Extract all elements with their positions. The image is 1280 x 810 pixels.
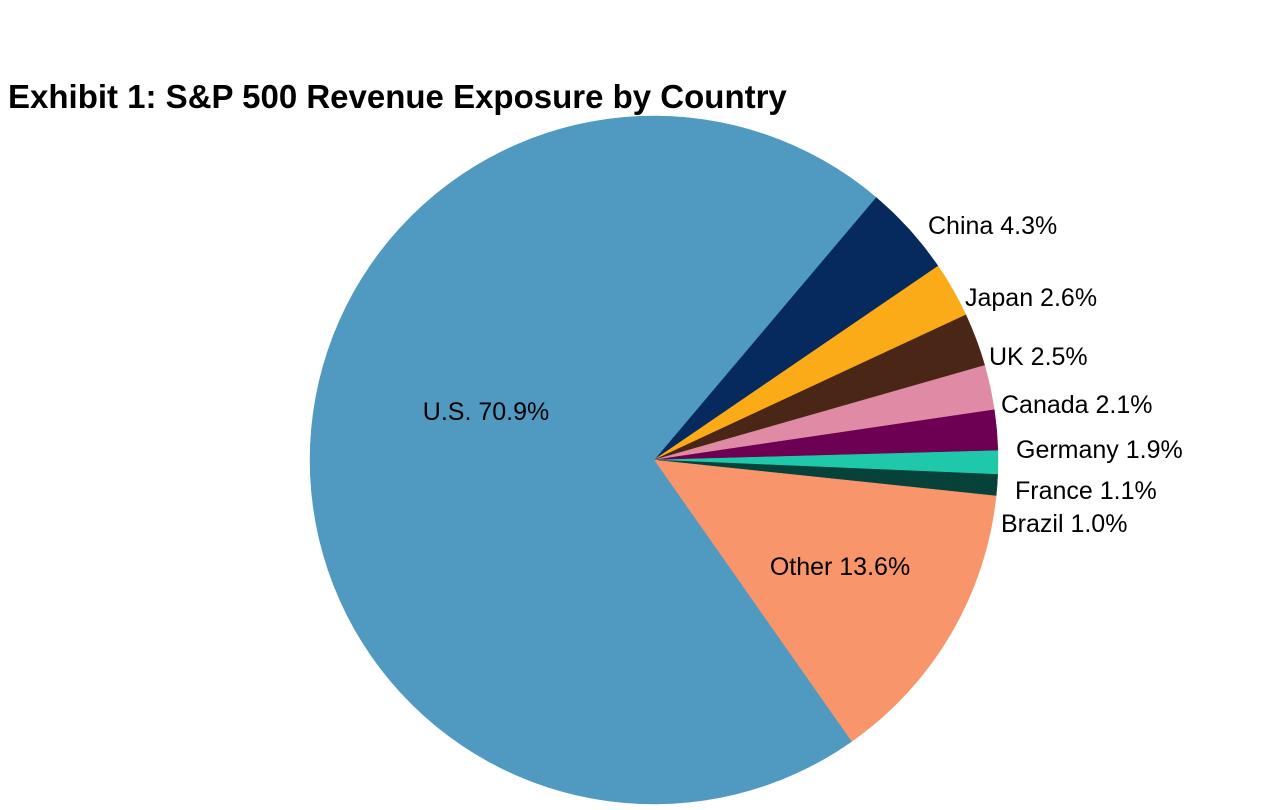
slice-label-u-s: U.S. 70.9% [423, 398, 549, 426]
pie-labels: China 4.3% Japan 2.6% UK 2.5% Canada 2.1% Ge… [423, 212, 1183, 581]
slice-label-other: Other 13.6% [770, 553, 910, 581]
slice-label-france: France 1.1% [1015, 477, 1157, 505]
slice-label-canada: Canada 2.1% [1001, 391, 1153, 419]
slice-label-china: China 4.3% [928, 212, 1057, 240]
pie-slice-u-s [309, 115, 877, 805]
slice-label-brazil: Brazil 1.0% [1001, 510, 1127, 538]
slice-label-germany: Germany 1.9% [1016, 436, 1183, 464]
slice-label-uk: UK 2.5% [989, 343, 1088, 371]
chart-title: Exhibit 1: S&P 500 Revenue Exposure by C… [8, 78, 787, 115]
pie-slices [309, 115, 999, 805]
pie-slice-other [653, 459, 997, 742]
slice-label-japan: Japan 2.6% [965, 284, 1097, 312]
